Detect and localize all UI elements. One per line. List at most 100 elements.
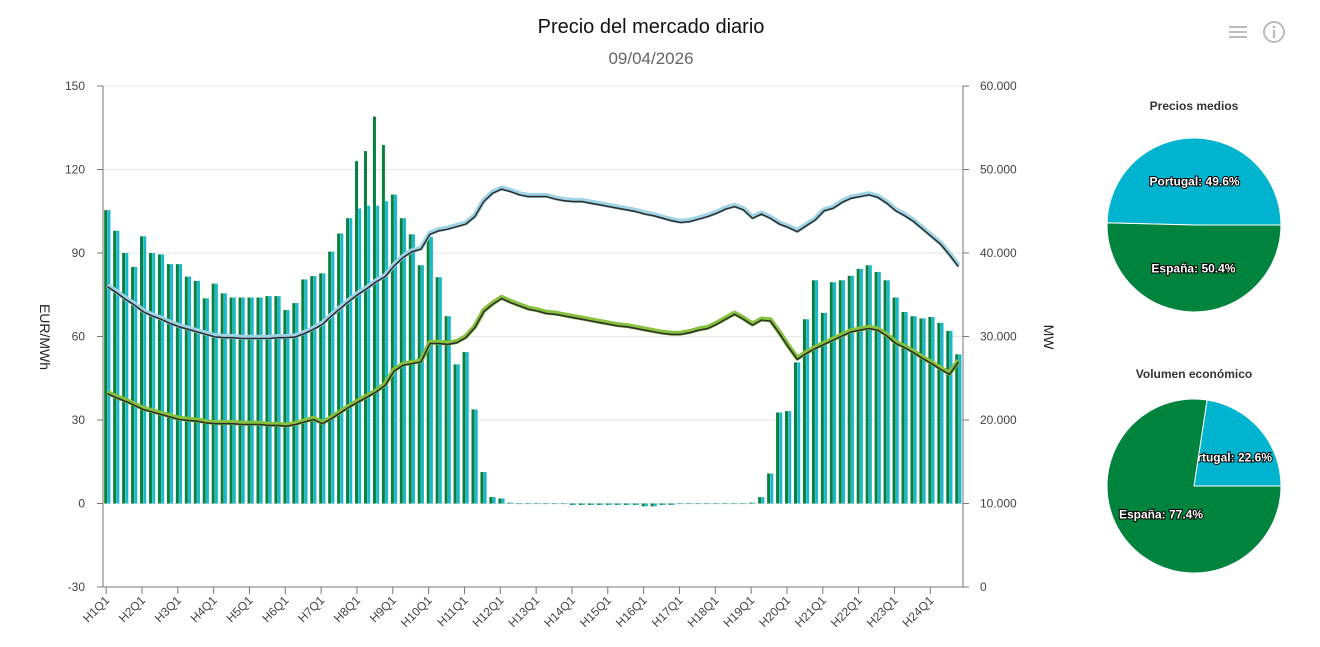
bar-portugal[interactable] bbox=[519, 503, 523, 505]
bar-espana[interactable] bbox=[274, 296, 278, 504]
bar-portugal[interactable] bbox=[510, 502, 514, 504]
bar-espana[interactable] bbox=[498, 498, 502, 504]
pie-slice-portugal[interactable] bbox=[1193, 399, 1282, 487]
bar-espana[interactable] bbox=[122, 253, 126, 504]
bar-portugal[interactable] bbox=[689, 503, 693, 505]
bar-portugal[interactable] bbox=[725, 503, 729, 505]
bar-portugal[interactable] bbox=[877, 271, 881, 504]
bar-portugal[interactable] bbox=[833, 282, 837, 504]
bar-espana[interactable] bbox=[534, 503, 538, 505]
bar-portugal[interactable] bbox=[259, 297, 263, 504]
bar-espana[interactable] bbox=[758, 497, 762, 504]
bar-espana[interactable] bbox=[417, 265, 421, 504]
bar-espana[interactable] bbox=[104, 210, 108, 504]
bar-espana[interactable] bbox=[713, 503, 717, 505]
bar-espana[interactable] bbox=[829, 282, 833, 504]
bar-portugal[interactable] bbox=[501, 498, 505, 504]
bar-espana[interactable] bbox=[561, 503, 565, 505]
bar-espana[interactable] bbox=[256, 297, 260, 504]
bar-portugal[interactable] bbox=[618, 503, 622, 505]
bar-portugal[interactable] bbox=[698, 503, 702, 505]
pie-slice-portugal[interactable] bbox=[1106, 137, 1282, 226]
line-line_b[interactable] bbox=[107, 297, 960, 428]
bar-portugal[interactable] bbox=[779, 412, 783, 504]
bar-espana[interactable] bbox=[426, 236, 430, 504]
bar-espana[interactable] bbox=[874, 271, 878, 504]
bar-espana[interactable] bbox=[435, 277, 439, 504]
bar-espana[interactable] bbox=[489, 497, 493, 504]
bar-portugal[interactable] bbox=[824, 312, 828, 504]
bar-portugal[interactable] bbox=[134, 266, 138, 504]
bar-espana[interactable] bbox=[856, 268, 860, 504]
bar-espana[interactable] bbox=[722, 503, 726, 505]
bar-portugal[interactable] bbox=[797, 362, 801, 504]
bar-espana[interactable] bbox=[507, 502, 511, 504]
hamburger-menu-icon[interactable] bbox=[1228, 23, 1248, 41]
bar-espana[interactable] bbox=[184, 276, 188, 504]
bar-portugal[interactable] bbox=[483, 472, 487, 504]
bar-espana[interactable] bbox=[157, 254, 161, 504]
bar-portugal[interactable] bbox=[815, 280, 819, 504]
bar-espana[interactable] bbox=[337, 233, 341, 504]
bar-portugal[interactable] bbox=[304, 279, 308, 504]
bar-portugal[interactable] bbox=[232, 297, 236, 504]
bar-espana[interactable] bbox=[865, 265, 869, 504]
bar-portugal[interactable] bbox=[600, 503, 604, 505]
bar-portugal[interactable] bbox=[841, 280, 845, 504]
bar-espana[interactable] bbox=[166, 264, 170, 504]
bar-espana[interactable] bbox=[310, 276, 314, 504]
bar-espana[interactable] bbox=[767, 473, 771, 504]
bar-portugal[interactable] bbox=[609, 503, 613, 505]
bar-portugal[interactable] bbox=[474, 409, 478, 504]
bar-espana[interactable] bbox=[238, 297, 242, 504]
bar-espana[interactable] bbox=[381, 145, 385, 504]
bar-espana[interactable] bbox=[883, 280, 887, 504]
bar-portugal[interactable] bbox=[250, 297, 254, 504]
bar-espana[interactable] bbox=[552, 503, 556, 505]
bar-portugal[interactable] bbox=[716, 503, 720, 505]
bar-portugal[interactable] bbox=[626, 503, 630, 505]
bar-espana[interactable] bbox=[131, 266, 135, 504]
bar-portugal[interactable] bbox=[770, 473, 774, 504]
bar-portugal[interactable] bbox=[403, 218, 407, 504]
bar-espana[interactable] bbox=[211, 283, 215, 504]
line-line_a[interactable] bbox=[107, 188, 960, 340]
bar-portugal[interactable] bbox=[116, 230, 120, 504]
bar-espana[interactable] bbox=[408, 234, 412, 504]
bar-espana[interactable] bbox=[570, 503, 574, 505]
bar-espana[interactable] bbox=[605, 503, 609, 505]
bar-portugal[interactable] bbox=[850, 275, 854, 504]
bar-portugal[interactable] bbox=[447, 316, 451, 504]
bar-espana[interactable] bbox=[937, 322, 941, 504]
bar-portugal[interactable] bbox=[591, 503, 595, 505]
bar-espana[interactable] bbox=[838, 280, 842, 504]
pie-slice-espana[interactable] bbox=[1106, 398, 1282, 574]
bar-espana[interactable] bbox=[193, 280, 197, 504]
bar-espana[interactable] bbox=[480, 472, 484, 504]
bar-espana[interactable] bbox=[910, 316, 914, 504]
bar-portugal[interactable] bbox=[214, 283, 218, 504]
bar-portugal[interactable] bbox=[564, 503, 568, 505]
bar-espana[interactable] bbox=[955, 354, 959, 504]
bar-espana[interactable] bbox=[229, 297, 233, 504]
bar-portugal[interactable] bbox=[429, 236, 433, 504]
bar-portugal[interactable] bbox=[196, 280, 200, 504]
bar-portugal[interactable] bbox=[313, 276, 317, 504]
bar-espana[interactable] bbox=[928, 317, 932, 504]
bar-portugal[interactable] bbox=[895, 297, 899, 504]
bar-espana[interactable] bbox=[731, 503, 735, 505]
bar-portugal[interactable] bbox=[662, 503, 666, 505]
bar-espana[interactable] bbox=[543, 503, 547, 505]
bar-portugal[interactable] bbox=[456, 364, 460, 504]
bar-espana[interactable] bbox=[202, 298, 206, 504]
bar-espana[interactable] bbox=[140, 236, 144, 504]
bar-portugal[interactable] bbox=[331, 251, 335, 504]
bar-portugal[interactable] bbox=[743, 503, 747, 505]
bar-espana[interactable] bbox=[471, 409, 475, 504]
bar-portugal[interactable] bbox=[868, 265, 872, 504]
bar-espana[interactable] bbox=[372, 116, 376, 504]
bar-espana[interactable] bbox=[175, 264, 179, 504]
bar-espana[interactable] bbox=[749, 502, 753, 504]
bar-portugal[interactable] bbox=[546, 503, 550, 505]
bar-portugal[interactable] bbox=[904, 312, 908, 504]
